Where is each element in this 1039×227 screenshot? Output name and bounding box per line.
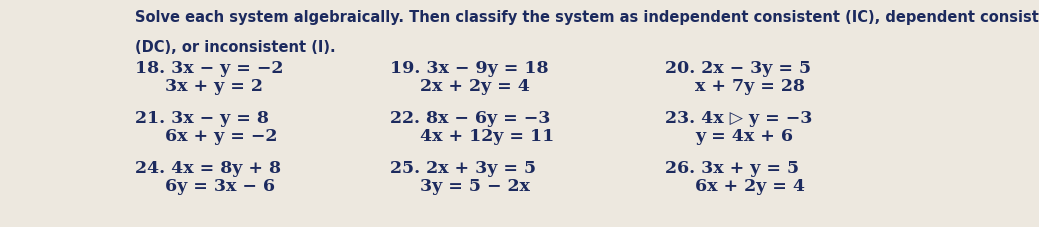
Text: 6x + 2y = 4: 6x + 2y = 4 [695, 178, 805, 195]
Text: 6x + y = −2: 6x + y = −2 [165, 128, 277, 145]
Text: x + 7y = 28: x + 7y = 28 [695, 78, 805, 95]
Text: 2x + 2y = 4: 2x + 2y = 4 [420, 78, 530, 95]
Text: 23. 4x ▷ y = −3: 23. 4x ▷ y = −3 [665, 110, 812, 127]
Text: y = 4x + 6: y = 4x + 6 [695, 128, 793, 145]
Text: 3x + y = 2: 3x + y = 2 [165, 78, 263, 95]
Text: 26. 3x + y = 5: 26. 3x + y = 5 [665, 160, 799, 177]
Text: 6y = 3x − 6: 6y = 3x − 6 [165, 178, 275, 195]
Text: 20. 2x − 3y = 5: 20. 2x − 3y = 5 [665, 60, 811, 77]
Text: 3y = 5 − 2x: 3y = 5 − 2x [420, 178, 530, 195]
Text: (DC), or inconsistent (I).: (DC), or inconsistent (I). [135, 40, 336, 55]
Text: 4x + 12y = 11: 4x + 12y = 11 [420, 128, 554, 145]
Text: Solve each system algebraically. Then classify the system as independent consist: Solve each system algebraically. Then cl… [135, 10, 1039, 25]
Text: 24. 4x = 8y + 8: 24. 4x = 8y + 8 [135, 160, 281, 177]
Text: 21. 3x − y = 8: 21. 3x − y = 8 [135, 110, 269, 127]
Text: 25. 2x + 3y = 5: 25. 2x + 3y = 5 [390, 160, 536, 177]
Text: 18. 3x − y = −2: 18. 3x − y = −2 [135, 60, 284, 77]
Text: 22. 8x − 6y = −3: 22. 8x − 6y = −3 [390, 110, 551, 127]
Text: 19. 3x − 9y = 18: 19. 3x − 9y = 18 [390, 60, 549, 77]
